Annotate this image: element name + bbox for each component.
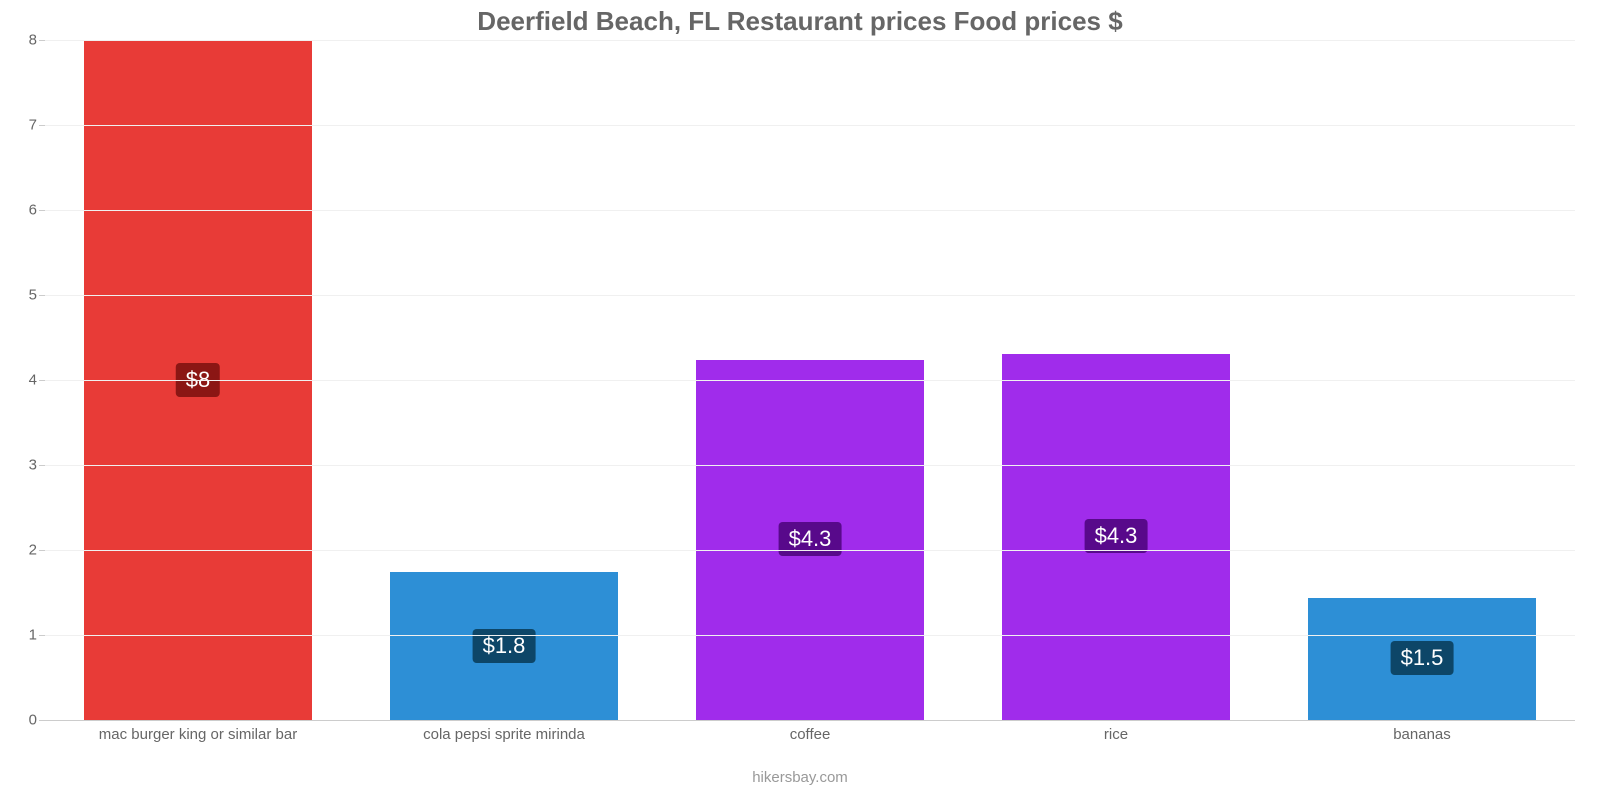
watermark: hikersbay.com: [0, 769, 1600, 786]
gridline: [45, 295, 1575, 296]
bar-value-label: $4.3: [1085, 519, 1148, 553]
x-tick-label: bananas: [1269, 726, 1575, 743]
y-tick-label: 8: [29, 32, 45, 49]
y-tick-label: 3: [29, 457, 45, 474]
x-tick-label: mac burger king or similar bar: [45, 726, 351, 743]
y-tick-label: 4: [29, 372, 45, 389]
gridline: [45, 380, 1575, 381]
x-axis-line: [45, 720, 1575, 721]
gridline: [45, 550, 1575, 551]
y-tick-label: 2: [29, 542, 45, 559]
bar-value-label: $1.5: [1391, 641, 1454, 675]
gridline: [45, 635, 1575, 636]
bar-value-label: $4.3: [779, 522, 842, 556]
y-tick-label: 0: [29, 712, 45, 729]
chart-title: Deerfield Beach, FL Restaurant prices Fo…: [0, 6, 1600, 37]
x-tick-label: coffee: [657, 726, 963, 743]
gridline: [45, 125, 1575, 126]
y-tick-label: 6: [29, 202, 45, 219]
y-tick-label: 5: [29, 287, 45, 304]
x-tick-label: rice: [963, 726, 1269, 743]
plot-area: $8$1.8$4.3$4.3$1.5 012345678: [45, 40, 1575, 720]
x-axis-labels: mac burger king or similar barcola pepsi…: [45, 726, 1575, 743]
y-tick-label: 7: [29, 117, 45, 134]
y-tick-label: 1: [29, 627, 45, 644]
gridline: [45, 40, 1575, 41]
bar-value-label: $1.8: [473, 629, 536, 663]
gridline: [45, 210, 1575, 211]
gridline: [45, 465, 1575, 466]
x-tick-label: cola pepsi sprite mirinda: [351, 726, 657, 743]
chart-container: Deerfield Beach, FL Restaurant prices Fo…: [0, 0, 1600, 800]
